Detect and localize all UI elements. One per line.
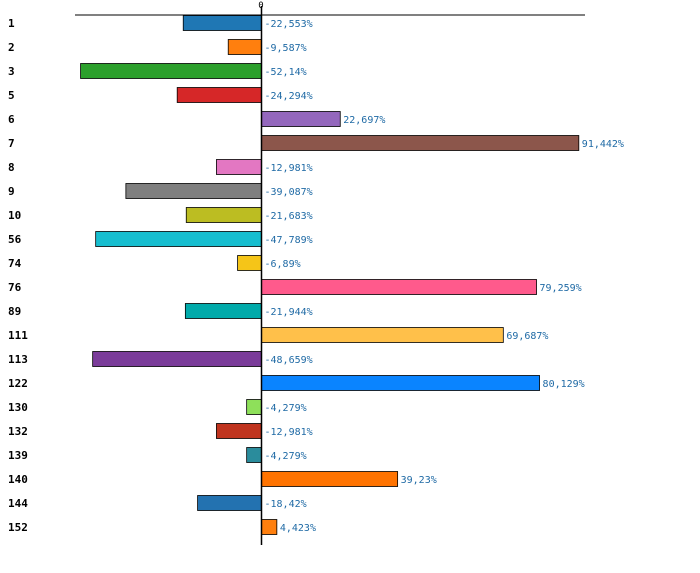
category-label: 76: [8, 281, 22, 294]
bar: [261, 471, 399, 487]
bar: [227, 39, 262, 55]
value-label: -21,683%: [265, 211, 313, 222]
value-label: -22,553%: [265, 19, 313, 30]
category-label: 56: [8, 233, 22, 246]
value-label: -12,981%: [265, 427, 313, 438]
category-label: 89: [8, 305, 21, 318]
bar: [261, 279, 537, 295]
value-label: 80,129%: [543, 379, 585, 390]
category-label: 9: [8, 185, 15, 198]
category-label: 122: [8, 377, 28, 390]
category-label: 130: [8, 401, 28, 414]
value-label: -24,294%: [265, 91, 313, 102]
category-label: 139: [8, 449, 28, 462]
value-label: -48,659%: [265, 355, 313, 366]
bar: [176, 87, 262, 103]
category-label: 2: [8, 41, 15, 54]
bar: [246, 447, 262, 463]
value-label: -6,89%: [265, 259, 301, 270]
value-label: -39,087%: [265, 187, 313, 198]
bar: [80, 63, 262, 79]
category-label: 7: [8, 137, 15, 150]
category-label: 144: [8, 497, 28, 510]
value-label: -12,981%: [265, 163, 313, 174]
bar: [185, 207, 262, 223]
category-label: 111: [8, 329, 28, 342]
category-label: 3: [8, 65, 15, 78]
category-label: 152: [8, 521, 28, 534]
bar: [261, 135, 580, 151]
bar: [216, 159, 262, 175]
bar: [237, 255, 262, 271]
bar: [197, 495, 262, 511]
zero-tick-label: 0: [258, 1, 263, 11]
bar: [125, 183, 262, 199]
category-label: 113: [8, 353, 28, 366]
bars-group: 1 -22,553% 2 -9,587% 3 -52,14% 5 -24,294% 6 22,69…: [8, 15, 624, 535]
category-label: 140: [8, 473, 28, 486]
category-label: 1: [8, 17, 15, 30]
bar: [95, 231, 262, 247]
bar: [184, 303, 262, 319]
value-label: -4,279%: [265, 403, 307, 414]
value-label: 69,687%: [506, 331, 548, 342]
value-label: -21,944%: [265, 307, 313, 318]
bar: [261, 519, 278, 535]
bar: [261, 327, 504, 343]
bar: [92, 351, 262, 367]
value-label: -52,14%: [265, 67, 307, 78]
bar: [261, 111, 341, 127]
category-label: 74: [8, 257, 22, 270]
category-label: 6: [8, 113, 15, 126]
value-label: -4,279%: [265, 451, 307, 462]
value-label: -9,587%: [265, 43, 307, 54]
category-label: 5: [8, 89, 15, 102]
value-label: 4,423%: [280, 523, 316, 534]
value-label: 39,23%: [401, 475, 437, 486]
category-label: 8: [8, 161, 15, 174]
category-label: 132: [8, 425, 28, 438]
bar: [182, 15, 262, 31]
value-label: 79,259%: [540, 283, 582, 294]
bar: [261, 375, 540, 391]
value-label: -47,789%: [265, 235, 313, 246]
bar: [216, 423, 262, 439]
value-label: -18,42%: [265, 499, 307, 510]
bar: [246, 399, 262, 415]
value-label: 22,697%: [343, 115, 385, 126]
value-label: 91,442%: [582, 139, 624, 150]
category-label: 10: [8, 209, 21, 222]
